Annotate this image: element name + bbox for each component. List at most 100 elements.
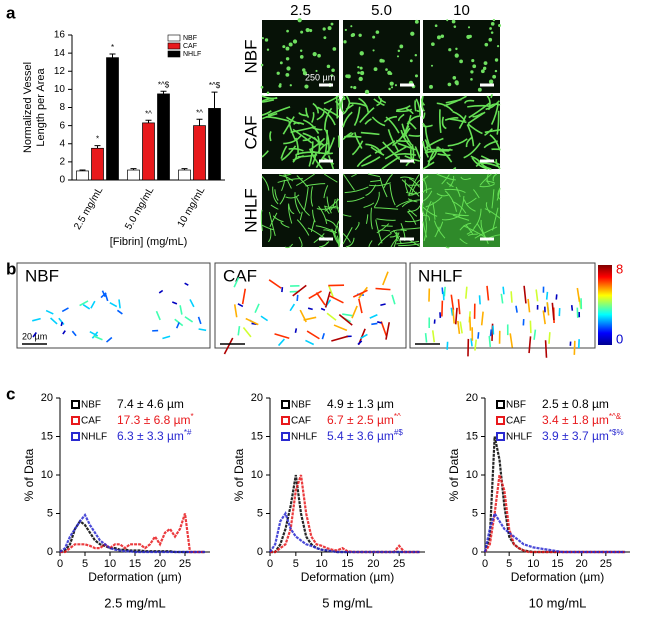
vessel (330, 198, 336, 211)
vessel (441, 174, 450, 185)
vessel (274, 189, 279, 201)
cell (292, 39, 298, 44)
vector (184, 282, 189, 286)
vector (474, 339, 478, 351)
vessel (376, 218, 396, 221)
vessel (383, 173, 393, 189)
vessel (288, 204, 293, 224)
y-tick-label: 5 (47, 507, 53, 519)
y-tick-label: 16 (54, 30, 66, 41)
y-axis-title: % of Data (447, 448, 461, 501)
vessel (374, 207, 399, 210)
vessel (467, 233, 478, 237)
vector (260, 315, 269, 322)
cell (489, 27, 492, 30)
cell (440, 34, 445, 39)
cell (455, 81, 459, 86)
y-tick-label: 20 (466, 392, 478, 404)
vessel (404, 179, 409, 193)
cell (332, 47, 337, 51)
x-tick-label: 20 (367, 558, 379, 570)
cell (330, 74, 334, 77)
vector (118, 299, 121, 309)
x-tick-label: 25 (600, 558, 612, 570)
vector (281, 287, 284, 293)
cell (436, 35, 441, 40)
subtitle: 5 mg/mL (322, 595, 373, 610)
legend-stat: 4.9 ± 1.3 µm (327, 397, 394, 411)
cell (300, 30, 304, 34)
vector (331, 335, 348, 342)
vessel (285, 116, 300, 125)
bar (193, 125, 206, 181)
vessel (305, 183, 326, 187)
vessel (473, 208, 482, 229)
vessel (422, 190, 433, 202)
cell (470, 78, 473, 81)
vessel (284, 243, 294, 249)
vessel (455, 186, 461, 197)
vector (551, 302, 555, 321)
cell (446, 19, 449, 22)
vector (470, 338, 473, 347)
vector (542, 310, 546, 325)
x-tick-label: 10 mg/mL (176, 185, 208, 229)
colorbar-min: 0 (616, 331, 623, 346)
vector (254, 303, 260, 314)
y-tick-label: 10 (466, 469, 478, 481)
vessel (315, 225, 338, 234)
series-line (270, 474, 420, 554)
legend-swatch (167, 50, 181, 58)
vessel (283, 173, 292, 176)
cell (304, 84, 309, 89)
vector (533, 329, 537, 340)
vessel (497, 188, 501, 200)
vessel (303, 119, 320, 134)
cell (409, 59, 413, 63)
vessel (290, 125, 316, 134)
cell (399, 44, 404, 49)
y-tick-label: 2 (59, 157, 65, 168)
cell (286, 29, 289, 33)
vessel (397, 113, 405, 122)
vessel (373, 98, 385, 106)
cell (289, 84, 292, 87)
vessel (445, 246, 450, 249)
vessel (390, 235, 401, 248)
vessel (299, 211, 303, 221)
cell (431, 42, 435, 47)
x-tick-label: 10 (316, 558, 328, 570)
vessel (473, 189, 480, 199)
vector (223, 337, 234, 355)
legend-marker (71, 400, 80, 409)
vector (198, 328, 207, 332)
vessel (407, 211, 417, 225)
row-label: CAF (241, 116, 260, 150)
vessel (405, 107, 414, 115)
vessel (414, 146, 421, 159)
vessel (342, 102, 351, 115)
vessel (268, 211, 276, 236)
vector (450, 307, 454, 316)
cell (492, 74, 497, 79)
legend-stat: 7.4 ± 4.6 µm (117, 397, 184, 411)
cell (358, 76, 363, 82)
vessel (361, 156, 381, 167)
vessel (441, 116, 447, 130)
vector (486, 285, 490, 301)
x-axis-title: Deformation (µm) (88, 570, 182, 584)
error-bar (130, 168, 137, 171)
cell (490, 22, 495, 26)
vessel (381, 225, 393, 227)
vessel (396, 139, 410, 143)
vessel (308, 148, 324, 170)
x-tick-label: 5 (506, 558, 512, 570)
cell (322, 27, 326, 31)
vessel (485, 100, 501, 111)
vector (380, 321, 388, 337)
vector (452, 309, 455, 324)
vessel (449, 175, 455, 188)
vessel (342, 95, 346, 101)
bar (178, 169, 191, 181)
vector (158, 289, 164, 294)
